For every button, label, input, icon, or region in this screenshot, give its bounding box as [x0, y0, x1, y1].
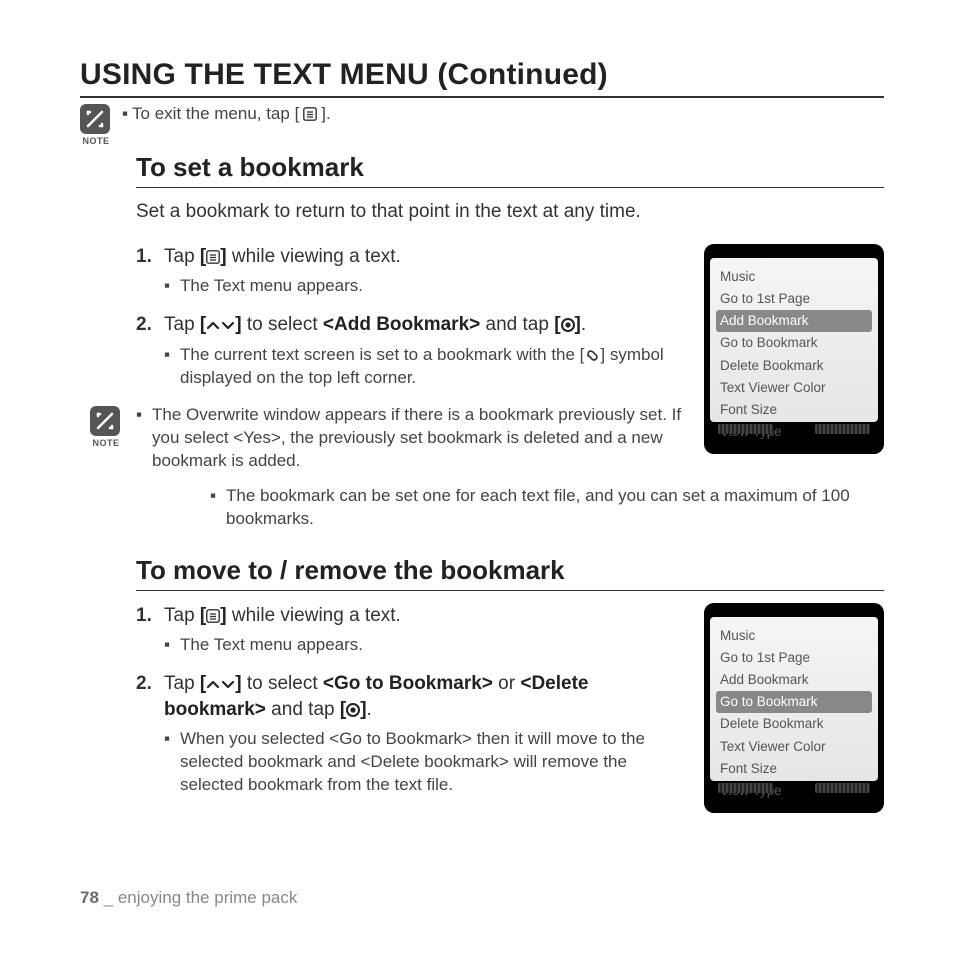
s2-step-1-sub: ▪The Text menu appears.	[164, 634, 686, 657]
menu-item: Go to Bookmark	[716, 332, 872, 354]
menu-item: Go to 1st Page	[716, 647, 872, 669]
device-mock-1: MusicGo to 1st PageAdd BookmarkGo to Boo…	[704, 244, 884, 454]
s2-step-2-sub: ▪When you selected <Go to Bookmark> then…	[164, 728, 686, 797]
step-2-sub: ▪ The current text screen is set to a bo…	[164, 344, 686, 390]
step-1-sub: ▪The Text menu appears.	[164, 275, 686, 298]
menu-item: Font Size	[716, 399, 872, 421]
menu-item: Add Bookmark	[716, 310, 872, 332]
menu-icon	[206, 609, 220, 623]
menu-item: Font Size	[716, 758, 872, 780]
updown-icon	[206, 678, 235, 691]
page-title: USING THE TEXT MENU (Continued)	[80, 58, 884, 92]
menu-item: Go to Bookmark	[716, 691, 872, 713]
menu-item: Text Viewer Color	[716, 736, 872, 758]
page-footer: 78 _ enjoying the prime pack	[80, 888, 297, 908]
menu-icon	[303, 107, 317, 121]
select-icon	[346, 703, 360, 717]
exit-instruction: ▪ To exit the menu, tap [ ].	[122, 104, 331, 124]
note-icon: NOTE	[80, 104, 112, 146]
menu-item: Text Viewer Color	[716, 377, 872, 399]
menu-icon	[206, 250, 220, 264]
s2-step-2: 2. Tap [] to select <Go to Bookmark> or …	[136, 671, 686, 722]
note-2: ▪The bookmark can be set one for each te…	[210, 485, 884, 531]
clip-icon	[584, 346, 600, 362]
menu-item: Go to 1st Page	[716, 288, 872, 310]
step-2: 2. Tap [] to select <Add Bookmark> and t…	[136, 312, 686, 338]
section1-intro: Set a bookmark to return to that point i…	[136, 200, 884, 224]
updown-icon	[206, 319, 235, 332]
menu-item: Music	[716, 625, 872, 647]
device-mock-2: MusicGo to 1st PageAdd BookmarkGo to Boo…	[704, 603, 884, 813]
section2-heading: To move to / remove the bookmark	[136, 555, 884, 586]
section1-heading: To set a bookmark	[136, 152, 884, 183]
menu-item: Delete Bookmark	[716, 355, 872, 377]
divider	[136, 187, 884, 188]
s2-step-1: 1. Tap [] while viewing a text.	[136, 603, 686, 629]
select-icon	[561, 318, 575, 332]
divider	[80, 96, 884, 98]
menu-item: Delete Bookmark	[716, 713, 872, 735]
step-1: 1. Tap [] while viewing a text.	[136, 244, 686, 270]
note-block: NOTE ▪The Overwrite window appears if th…	[90, 404, 686, 481]
menu-item: Music	[716, 266, 872, 288]
divider	[136, 590, 884, 591]
menu-item: Add Bookmark	[716, 669, 872, 691]
